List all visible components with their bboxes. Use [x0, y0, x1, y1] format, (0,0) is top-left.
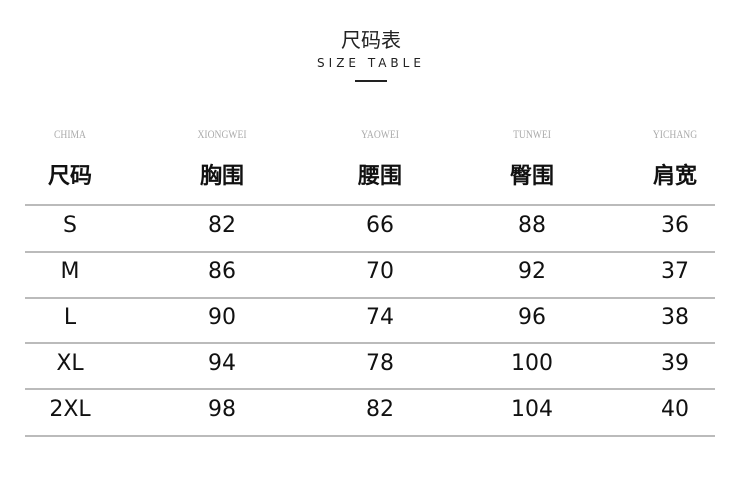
table-cell: 70 [366, 259, 394, 284]
column-pinyin: TUNWEI [513, 127, 551, 141]
column-header: 腰围 [357, 164, 402, 189]
table-cell: M [60, 259, 80, 284]
table-cell: 40 [661, 397, 689, 422]
title-underline [355, 80, 387, 82]
row-divider [25, 204, 715, 206]
table-cell: 92 [518, 259, 546, 284]
table-cell: 82 [208, 213, 236, 238]
table-cell: 104 [511, 397, 553, 422]
column-header: 尺码 [47, 164, 92, 189]
column-pinyin: YICHANG [652, 127, 698, 141]
row-divider [25, 342, 715, 344]
table-cell: 36 [661, 213, 689, 238]
column-header: 臀围 [509, 164, 554, 189]
table-cell: 78 [366, 351, 394, 376]
table-cell: XL [56, 351, 84, 376]
page-subtitle: SIZE TABLE [317, 56, 425, 70]
table-cell: 96 [518, 305, 546, 330]
table-cell: 86 [208, 259, 236, 284]
table-cell: S [63, 213, 77, 238]
table-cell: 88 [518, 213, 546, 238]
table-cell: 82 [366, 397, 394, 422]
column-header: 肩宽 [652, 164, 697, 189]
column-pinyin: XIONGWEI [197, 127, 247, 141]
row-divider [25, 297, 715, 299]
table-cell: 90 [208, 305, 236, 330]
table-cell: 98 [208, 397, 236, 422]
row-divider [25, 251, 715, 253]
table-cell: 94 [208, 351, 236, 376]
table-cell: 39 [661, 351, 689, 376]
table-cell: 74 [366, 305, 394, 330]
column-pinyin: YAOWEI [361, 127, 399, 141]
table-cell: 66 [366, 213, 394, 238]
table-cell: 37 [661, 259, 689, 284]
table-cell: 38 [661, 305, 689, 330]
column-pinyin: CHIMA [53, 127, 86, 141]
column-header: 胸围 [199, 164, 244, 189]
table-cell: 2XL [49, 397, 91, 422]
row-divider [25, 388, 715, 390]
row-divider [25, 435, 715, 437]
table-cell: 100 [511, 351, 553, 376]
page-title: 尺码表 [341, 28, 401, 52]
table-cell: L [63, 305, 77, 330]
